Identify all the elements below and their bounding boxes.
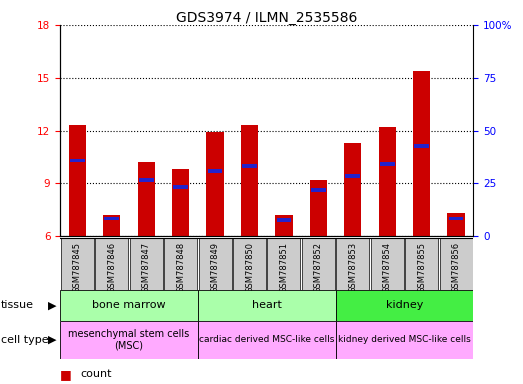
- Bar: [164, 238, 197, 290]
- Bar: [380, 162, 394, 166]
- Bar: [61, 238, 94, 290]
- Bar: [371, 238, 404, 290]
- Text: kidney derived MSC-like cells: kidney derived MSC-like cells: [338, 335, 471, 344]
- Bar: [198, 321, 336, 359]
- Bar: [103, 215, 120, 236]
- Bar: [207, 132, 224, 236]
- Text: GSM787853: GSM787853: [348, 242, 357, 293]
- Text: GSM787846: GSM787846: [107, 242, 116, 293]
- Text: GSM787851: GSM787851: [279, 242, 289, 293]
- Text: ■: ■: [60, 368, 72, 381]
- Bar: [198, 290, 336, 321]
- Bar: [233, 238, 266, 290]
- Text: GDS3974 / ILMN_2535586: GDS3974 / ILMN_2535586: [176, 11, 357, 25]
- Bar: [60, 290, 198, 321]
- Bar: [439, 238, 473, 290]
- Text: cardiac derived MSC-like cells: cardiac derived MSC-like cells: [199, 335, 334, 344]
- Bar: [346, 174, 360, 178]
- Bar: [173, 185, 188, 189]
- Bar: [242, 164, 257, 168]
- Bar: [311, 189, 326, 192]
- Text: mesenchymal stem cells
(MSC): mesenchymal stem cells (MSC): [69, 329, 190, 351]
- Text: bone marrow: bone marrow: [92, 300, 166, 310]
- Bar: [199, 238, 232, 290]
- Bar: [344, 143, 361, 236]
- Bar: [310, 180, 327, 236]
- Bar: [336, 238, 369, 290]
- Bar: [277, 218, 291, 222]
- Text: tissue: tissue: [1, 300, 34, 310]
- Text: heart: heart: [252, 300, 282, 310]
- Bar: [449, 217, 463, 220]
- Text: GSM787850: GSM787850: [245, 242, 254, 293]
- Bar: [413, 71, 430, 236]
- Bar: [60, 321, 198, 359]
- Text: GSM787847: GSM787847: [142, 242, 151, 293]
- Text: GSM787845: GSM787845: [73, 242, 82, 293]
- Bar: [130, 238, 163, 290]
- Bar: [379, 127, 396, 236]
- Text: GSM787852: GSM787852: [314, 242, 323, 293]
- Bar: [105, 217, 119, 220]
- Bar: [336, 290, 473, 321]
- Text: kidney: kidney: [386, 300, 423, 310]
- Text: ▶: ▶: [48, 300, 56, 310]
- Text: count: count: [80, 369, 111, 379]
- Text: GSM787854: GSM787854: [383, 242, 392, 293]
- Bar: [448, 213, 465, 236]
- Bar: [208, 169, 222, 173]
- Bar: [95, 238, 128, 290]
- Bar: [336, 321, 473, 359]
- Text: GSM787848: GSM787848: [176, 242, 185, 293]
- Bar: [172, 169, 189, 236]
- Text: GSM787855: GSM787855: [417, 242, 426, 293]
- Bar: [70, 159, 85, 162]
- Bar: [302, 238, 335, 290]
- Bar: [139, 178, 154, 182]
- Bar: [138, 162, 155, 236]
- Bar: [275, 215, 292, 236]
- Text: GSM787849: GSM787849: [211, 242, 220, 293]
- Bar: [405, 238, 438, 290]
- Bar: [267, 238, 301, 290]
- Bar: [69, 125, 86, 236]
- Text: cell type: cell type: [1, 335, 49, 345]
- Bar: [414, 144, 429, 148]
- Bar: [241, 125, 258, 236]
- Text: ▶: ▶: [48, 335, 56, 345]
- Text: GSM787856: GSM787856: [451, 242, 461, 293]
